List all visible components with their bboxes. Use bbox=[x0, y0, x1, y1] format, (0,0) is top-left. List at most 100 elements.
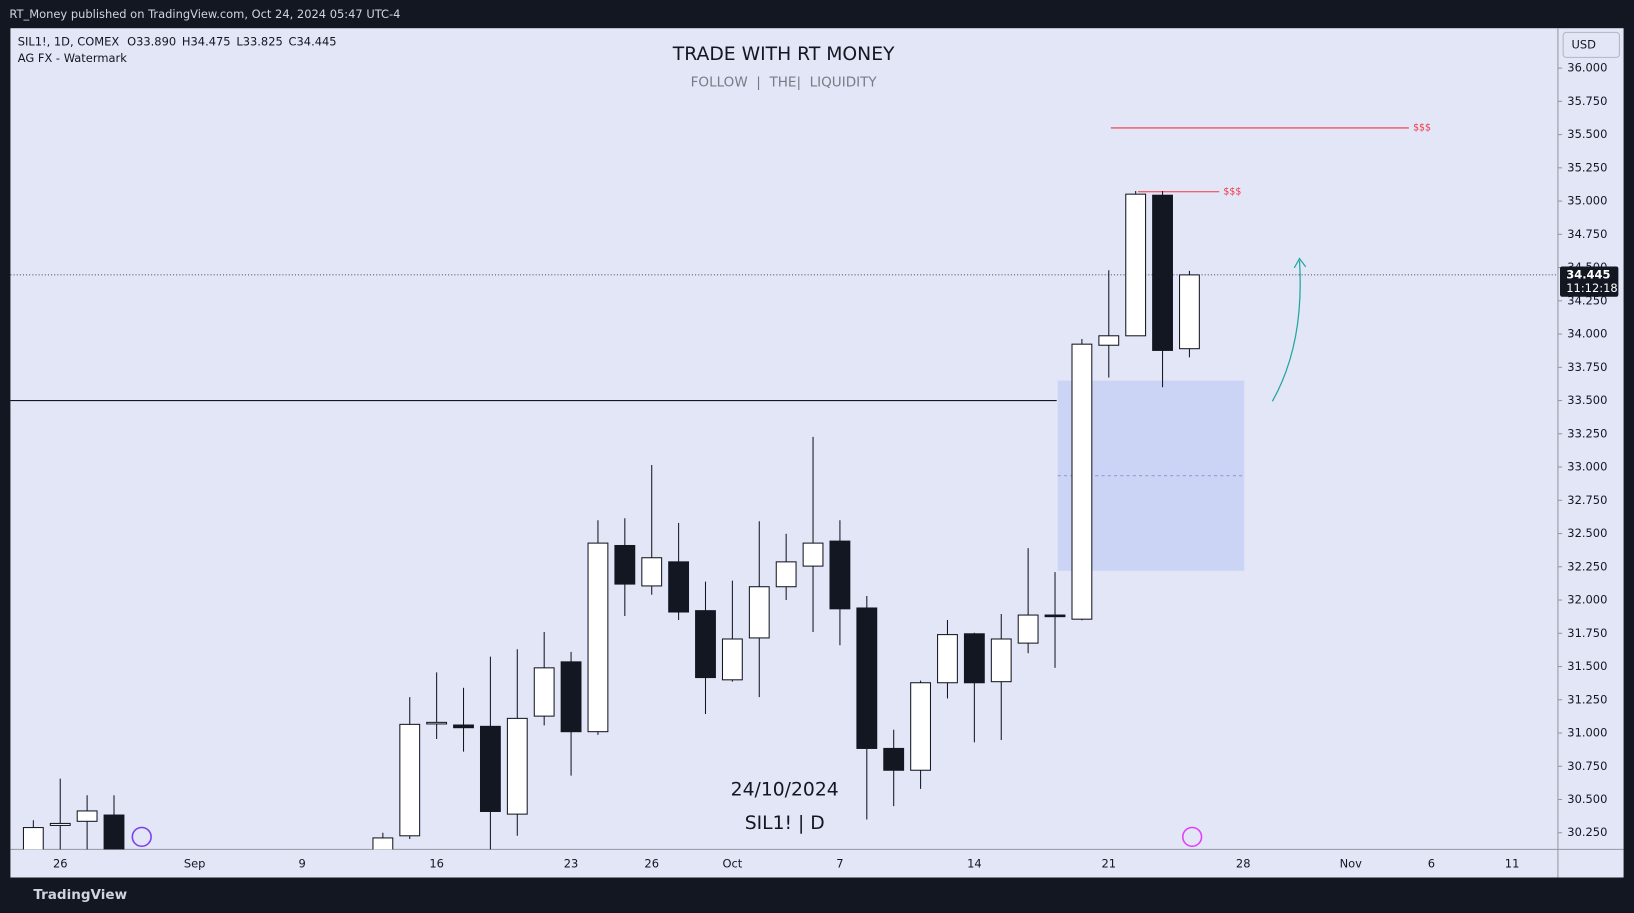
ohlc-open: O33.890 bbox=[127, 34, 176, 48]
candle-body bbox=[1179, 274, 1200, 350]
x-tick-label: 9 bbox=[299, 856, 306, 870]
chart-title: TRADE WITH RT MONEY bbox=[672, 44, 895, 65]
currency[interactable]: USD bbox=[1571, 37, 1596, 51]
candle-body bbox=[641, 557, 663, 587]
candle-body bbox=[453, 724, 474, 729]
y-tick-label: 32.000 bbox=[1567, 593, 1607, 607]
plot: $$$ $$$ bbox=[10, 122, 1558, 850]
y-tick-label: 33.250 bbox=[1567, 426, 1607, 440]
y-tick-label: 35.000 bbox=[1567, 194, 1607, 208]
x-tick-label: 23 bbox=[564, 856, 579, 870]
watermark-date: 24/10/2024 bbox=[731, 779, 839, 800]
y-tick-label: 35.750 bbox=[1567, 94, 1607, 108]
x-tick-label: 28 bbox=[1236, 856, 1251, 870]
candle-body bbox=[399, 723, 421, 837]
candle-body bbox=[963, 633, 985, 684]
y-tick-label: 34.750 bbox=[1567, 227, 1607, 241]
candle-body bbox=[695, 610, 716, 679]
ohlc-close: C34.445 bbox=[289, 34, 337, 48]
candle-body bbox=[103, 814, 125, 850]
target-label: $$$ bbox=[1413, 122, 1431, 133]
y-tick-label: 35.500 bbox=[1567, 127, 1607, 141]
candle-body bbox=[560, 661, 582, 733]
y-tick-label: 33.500 bbox=[1567, 393, 1607, 407]
y-tick-label: 31.250 bbox=[1567, 692, 1607, 706]
candle-body bbox=[668, 561, 690, 613]
candle-body bbox=[1071, 343, 1093, 620]
y-tick-label: 32.250 bbox=[1567, 559, 1607, 573]
chart-subtitle: FOLLOW | THE| LIQUIDITY bbox=[691, 74, 878, 90]
y-tick-label: 31.750 bbox=[1567, 626, 1607, 640]
candle-body bbox=[829, 540, 851, 610]
overlay: 30.250 30.500 30.750 31.000 31.250 31.500 31.7… bbox=[53, 61, 1619, 870]
candle-body bbox=[533, 667, 555, 717]
candle-body bbox=[721, 638, 743, 681]
watermark-symbol: SIL1! | D bbox=[745, 813, 825, 834]
y-tick-label: 34.000 bbox=[1567, 327, 1607, 341]
ohlc-low: L33.825 bbox=[236, 34, 282, 48]
x-tick-label: 21 bbox=[1101, 856, 1116, 870]
last-price-label: 34.445 bbox=[1566, 267, 1610, 281]
x-tick-label: 26 bbox=[644, 856, 659, 870]
x-tick-label: 14 bbox=[967, 856, 982, 870]
candle-body bbox=[479, 725, 501, 812]
y-tick-label: 31.000 bbox=[1567, 726, 1607, 740]
y-tick-label: 30.750 bbox=[1567, 759, 1607, 773]
candle-body bbox=[22, 827, 44, 850]
x-tick-label: 26 bbox=[53, 856, 68, 870]
candle-body bbox=[49, 822, 71, 826]
y-tick-label: 35.250 bbox=[1567, 160, 1607, 174]
y-tick-label: 33.750 bbox=[1567, 360, 1607, 374]
y-tick-label: 34.250 bbox=[1567, 293, 1607, 307]
y-tick-label: 33.000 bbox=[1567, 460, 1607, 474]
candle-body bbox=[748, 586, 770, 639]
event-icon[interactable] bbox=[1181, 826, 1203, 848]
legend-line: SIL1!, 1D, COMEX O33.890 H34.475 L33.825… bbox=[18, 34, 337, 48]
candle-body bbox=[426, 721, 448, 725]
x-tick-label: Oct bbox=[722, 856, 742, 870]
candle-body bbox=[76, 810, 98, 822]
candle-body bbox=[614, 544, 636, 585]
symbol: SIL1!, 1D, COMEX bbox=[18, 34, 120, 48]
candle-body bbox=[372, 837, 394, 850]
y-tick-label: 32.750 bbox=[1567, 493, 1607, 507]
y-tick-label: 30.250 bbox=[1567, 825, 1607, 839]
candle-body bbox=[883, 747, 905, 771]
x-tick-label: 7 bbox=[836, 856, 843, 870]
ohlc-high: H34.475 bbox=[182, 34, 231, 48]
candle-body bbox=[1152, 194, 1173, 351]
countdown: 11:12:18 bbox=[1566, 281, 1617, 295]
candle-body bbox=[775, 561, 797, 588]
last-price-box bbox=[1560, 266, 1619, 297]
currency-box[interactable] bbox=[1562, 31, 1620, 58]
y-tick-label: 36.000 bbox=[1567, 61, 1607, 75]
y-tick-label: 32.500 bbox=[1567, 526, 1607, 540]
candle-body bbox=[1044, 614, 1066, 618]
candle-body bbox=[1017, 614, 1039, 644]
x-tick-label: 16 bbox=[429, 856, 444, 870]
candle-body bbox=[990, 638, 1012, 683]
candle-body bbox=[506, 717, 528, 815]
event-icon[interactable] bbox=[131, 826, 152, 848]
x-tick-label: 6 bbox=[1428, 856, 1435, 870]
candle-body bbox=[856, 607, 878, 749]
x-tick-label: Sep bbox=[184, 856, 206, 870]
brand: TradingView bbox=[33, 887, 127, 903]
candle-body bbox=[1125, 193, 1147, 337]
x-tick-label: 11 bbox=[1505, 856, 1520, 870]
chart-panel bbox=[10, 28, 1624, 878]
candle-body bbox=[802, 542, 824, 567]
candle-body bbox=[937, 634, 958, 684]
candle-body bbox=[910, 682, 932, 771]
arrow-drawing bbox=[1271, 257, 1307, 402]
y-tick-label: 30.500 bbox=[1567, 792, 1607, 806]
target-label: $$$ bbox=[1223, 186, 1241, 197]
publish-info: RT_Money published on TradingView.com, O… bbox=[9, 7, 400, 21]
x-tick-label: Nov bbox=[1340, 856, 1363, 870]
y-tick-label: 31.500 bbox=[1567, 659, 1607, 673]
candle-body bbox=[587, 542, 609, 733]
candle-body bbox=[1098, 335, 1120, 346]
indicator-name: AG FX - Watermark bbox=[18, 51, 128, 65]
